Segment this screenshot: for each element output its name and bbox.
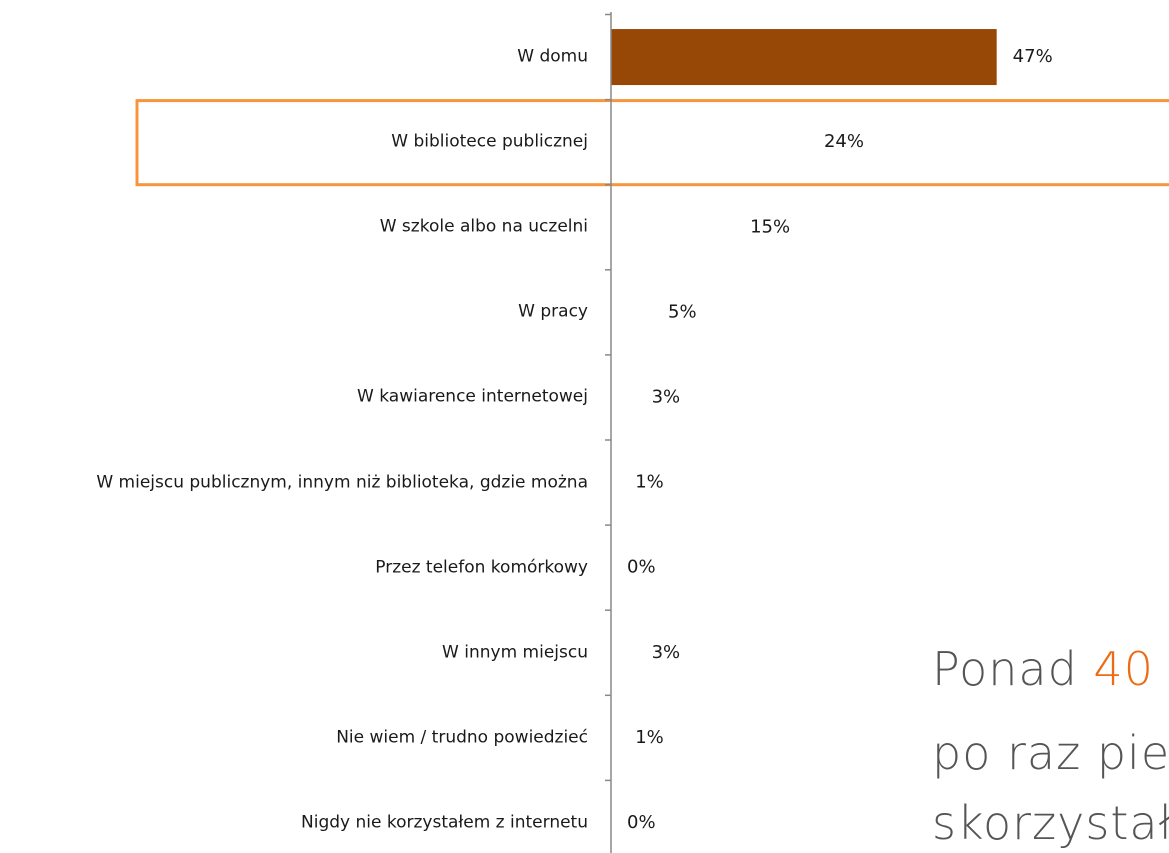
category-label: W domu [517, 46, 588, 67]
category-label: Przez telefon komórkowy [375, 557, 588, 578]
value-label: 5% [668, 301, 697, 322]
annotation-highlight: 40 [1093, 642, 1154, 696]
bar [611, 284, 653, 341]
category-label: Nie wiem / trudno powiedzieć [336, 727, 588, 748]
bar [611, 29, 997, 86]
bar [611, 199, 735, 256]
category-label: W szkole albo na uczelni [379, 216, 588, 237]
annotation: Ponad 40 [932, 646, 1154, 692]
category-label: W kawiarence internetowej [357, 386, 588, 407]
annotation-text: skorzystał [932, 796, 1169, 850]
category-label: W bibliotece publicznej [391, 131, 588, 152]
category-label: W miejscu publicznym, innym niż bibliote… [96, 472, 588, 493]
value-label: 3% [652, 642, 681, 663]
bar [611, 624, 636, 681]
category-label: W innym miejscu [442, 642, 588, 663]
value-label: 3% [652, 386, 681, 407]
value-label: 1% [635, 727, 664, 748]
value-label: 47% [1013, 46, 1053, 67]
bar [611, 709, 620, 766]
value-label: 0% [627, 812, 656, 833]
annotation-text: po raz pier [932, 726, 1169, 780]
value-label: 15% [750, 216, 790, 237]
value-label: 1% [635, 472, 664, 493]
category-label: Nigdy nie korzystałem z internetu [301, 812, 588, 833]
bar [611, 454, 620, 511]
category-label: W pracy [518, 301, 588, 322]
value-label: 0% [627, 557, 656, 578]
highlight-box [135, 99, 1169, 187]
annotation-text: Ponad [932, 642, 1078, 696]
bar [611, 114, 808, 171]
bar [611, 369, 636, 426]
value-label: 24% [824, 131, 864, 152]
